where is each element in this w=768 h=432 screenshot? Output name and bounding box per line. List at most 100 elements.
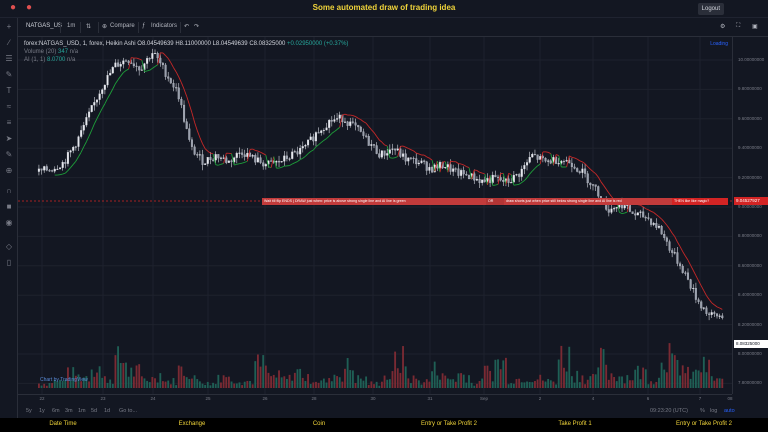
candle-body (570, 162, 573, 168)
record-icon[interactable]: ● (25, 2, 33, 13)
percent-toggle[interactable]: % (700, 408, 705, 414)
text-icon[interactable]: T (6, 86, 12, 95)
candle-body (359, 126, 362, 132)
candle-body (613, 208, 616, 210)
annotation-short[interactable]: draw shorts just when price still below … (504, 198, 672, 205)
chart-canvas[interactable] (18, 37, 732, 394)
bar-style-icon[interactable]: ⇅ (86, 24, 92, 30)
candle-body (526, 162, 529, 166)
layers-icon[interactable]: ◇ (5, 242, 13, 251)
tradingview-watermark[interactable]: Chart by TradingView (40, 377, 88, 383)
auto-toggle[interactable]: auto (724, 408, 735, 414)
compare-icon[interactable]: ⊕ (102, 24, 108, 30)
redo-icon[interactable]: ↷ (194, 24, 200, 30)
range-5y[interactable]: 5y (26, 408, 32, 414)
range-1m[interactable]: 1m (78, 408, 86, 414)
range-1d[interactable]: 1d (104, 408, 111, 414)
ai-line-green (489, 175, 494, 186)
utc-clock[interactable]: 09:23:20 (UTC) (650, 408, 688, 414)
undo-icon[interactable]: ↶ (184, 24, 190, 30)
indicators-button[interactable]: Indicators (151, 23, 178, 29)
logout-button[interactable]: Logout (697, 3, 724, 15)
volume-bar (256, 354, 259, 388)
volume-bar (109, 379, 112, 388)
separator (180, 22, 181, 33)
ai-line-green (524, 177, 528, 181)
candle-body (304, 144, 307, 147)
range-5d[interactable]: 5d (91, 408, 98, 414)
settings-icon[interactable]: ⚙ (720, 24, 726, 30)
annotation-condition[interactable]: Wait till flip ENDS | DRAW just when: pr… (262, 198, 486, 205)
volume-bar (410, 383, 412, 388)
lock-icon[interactable]: ■ (6, 202, 12, 211)
crosshair-icon[interactable]: + (6, 22, 12, 31)
volume-bar (547, 378, 550, 388)
candle-body (193, 146, 196, 155)
volume-bar (694, 369, 697, 388)
price-scale[interactable]: 9.04527927 8.08325000 10.00000000 9.80000… (732, 37, 768, 394)
legend-volume-label[interactable]: Volume (20) (24, 49, 57, 55)
volume-bar (146, 380, 149, 388)
candle-body (647, 217, 650, 219)
footer-exchange: Exchange (178, 421, 206, 427)
menu-icon[interactable]: ● (9, 2, 17, 13)
volume-bar (668, 343, 671, 388)
magnet-icon[interactable]: ∩ (6, 186, 12, 195)
brush-icon[interactable]: ✎ (5, 70, 13, 79)
volume-bar (652, 384, 655, 388)
candle-body (172, 83, 175, 88)
range-6m[interactable]: 6m (52, 408, 60, 414)
ai-line-red (653, 212, 657, 215)
volume-bar (457, 373, 460, 388)
range-3m[interactable]: 3m (65, 408, 73, 414)
time-tick-label: 28 (311, 396, 317, 401)
ai-line-red (677, 241, 681, 247)
candle-body (317, 132, 320, 134)
candle-body (589, 182, 592, 186)
volume-bar (586, 379, 589, 388)
volume-bar (692, 371, 695, 388)
volume-bar (631, 380, 634, 388)
eye-icon[interactable]: ◉ (5, 218, 13, 227)
ai-line-red (165, 55, 169, 59)
ai-line-red (505, 173, 510, 185)
indicators-icon[interactable]: ƒ (142, 23, 146, 29)
trendline-icon[interactable]: ∕ (8, 38, 10, 47)
legend-ai-label[interactable]: AI (1, 1) (24, 57, 46, 63)
prediction-icon[interactable]: ≡ (6, 118, 12, 127)
interval-selector[interactable]: 1m (67, 23, 76, 29)
volume-bar (80, 381, 83, 388)
ai-line-red (605, 188, 610, 194)
compare-button[interactable]: Compare (110, 23, 135, 29)
ruler-icon[interactable]: ✎ (5, 150, 13, 159)
ai-line-red (669, 228, 673, 234)
volume-bar (623, 383, 626, 388)
pattern-icon[interactable]: ≈ (6, 102, 12, 111)
annotation-or[interactable]: OR (486, 198, 504, 205)
snapshot-icon[interactable]: ▣ (752, 24, 758, 30)
zoom-icon[interactable]: ⊕ (5, 166, 13, 175)
time-tick-label: 23 (100, 396, 106, 401)
volume-bar (365, 376, 368, 388)
chart-pane[interactable]: forex:NATGAS_USD, 1, forex, Heikin Ashi … (18, 37, 732, 394)
arrow-icon[interactable]: ➤ (5, 134, 13, 143)
volume-bar (663, 369, 666, 388)
ai-line-red (413, 150, 417, 154)
log-toggle[interactable]: log (710, 408, 718, 414)
legend-symbol[interactable]: forex:NATGAS_USD, 1, forex, Heikin Ashi (24, 41, 136, 47)
pitchfork-icon[interactable]: ☰ (5, 54, 13, 63)
candle-body (140, 69, 143, 71)
range-1y[interactable]: 1y (39, 408, 45, 414)
volume-bar (597, 367, 600, 388)
goto-date[interactable]: Go to... (119, 408, 138, 414)
ai-line-green (334, 129, 338, 132)
ai-line-red (384, 144, 388, 147)
fullscreen-icon[interactable]: ⛶ (736, 23, 741, 29)
candle-body (367, 136, 370, 146)
symbol-search[interactable]: NATGAS_US (26, 23, 62, 29)
volume-bar (209, 385, 212, 388)
time-scale[interactable]: 22 23 24 25 26 28 30 31 Sep 2 4 6 7 08 (18, 394, 733, 404)
candle-body (586, 173, 589, 184)
annotation-magic[interactable]: THEN like like magic? (672, 198, 728, 205)
trash-icon[interactable]: ▯ (6, 258, 12, 267)
